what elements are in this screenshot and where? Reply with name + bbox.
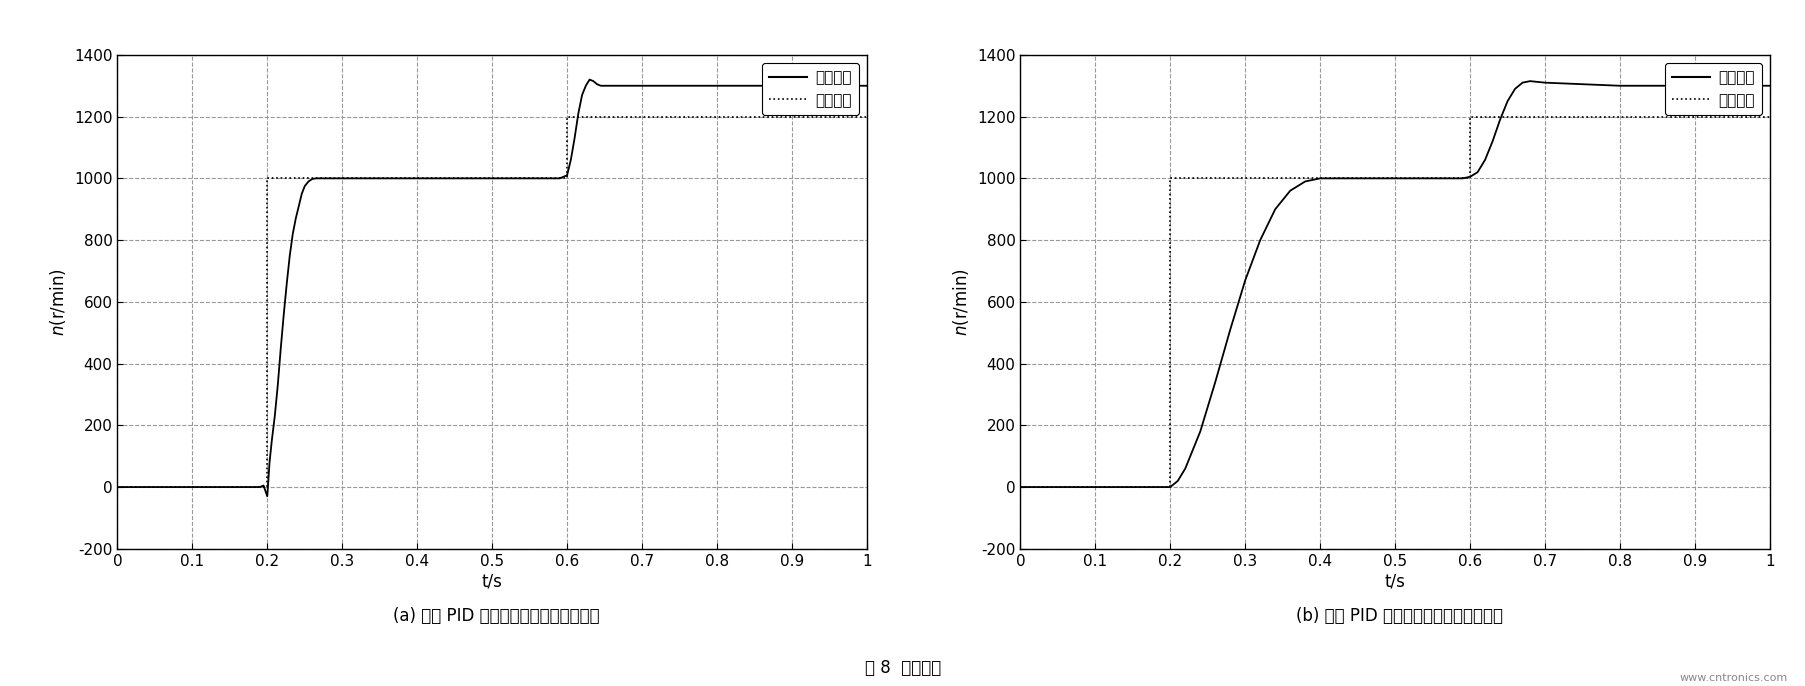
Text: (a) 常规 PID 控制下的系统跟踪特能曲线: (a) 常规 PID 控制下的系统跟踪特能曲线 <box>393 607 599 625</box>
Legend: 响应曲线, 输入信号: 响应曲线, 输入信号 <box>1664 62 1762 115</box>
Text: www.cntronics.com: www.cntronics.com <box>1679 672 1787 683</box>
X-axis label: t/s: t/s <box>482 573 502 591</box>
Y-axis label: $n$(r/min): $n$(r/min) <box>49 268 69 335</box>
Text: 图 8  实验结果: 图 8 实验结果 <box>865 659 940 676</box>
Legend: 响应曲线, 输入信号: 响应曲线, 输入信号 <box>762 62 859 115</box>
Text: (b) 模糊 PID 控制下的系统跟踪特能曲线: (b) 模糊 PID 控制下的系统跟踪特能曲线 <box>1296 607 1502 625</box>
X-axis label: t/s: t/s <box>1384 573 1404 591</box>
Y-axis label: $n$(r/min): $n$(r/min) <box>951 268 971 335</box>
